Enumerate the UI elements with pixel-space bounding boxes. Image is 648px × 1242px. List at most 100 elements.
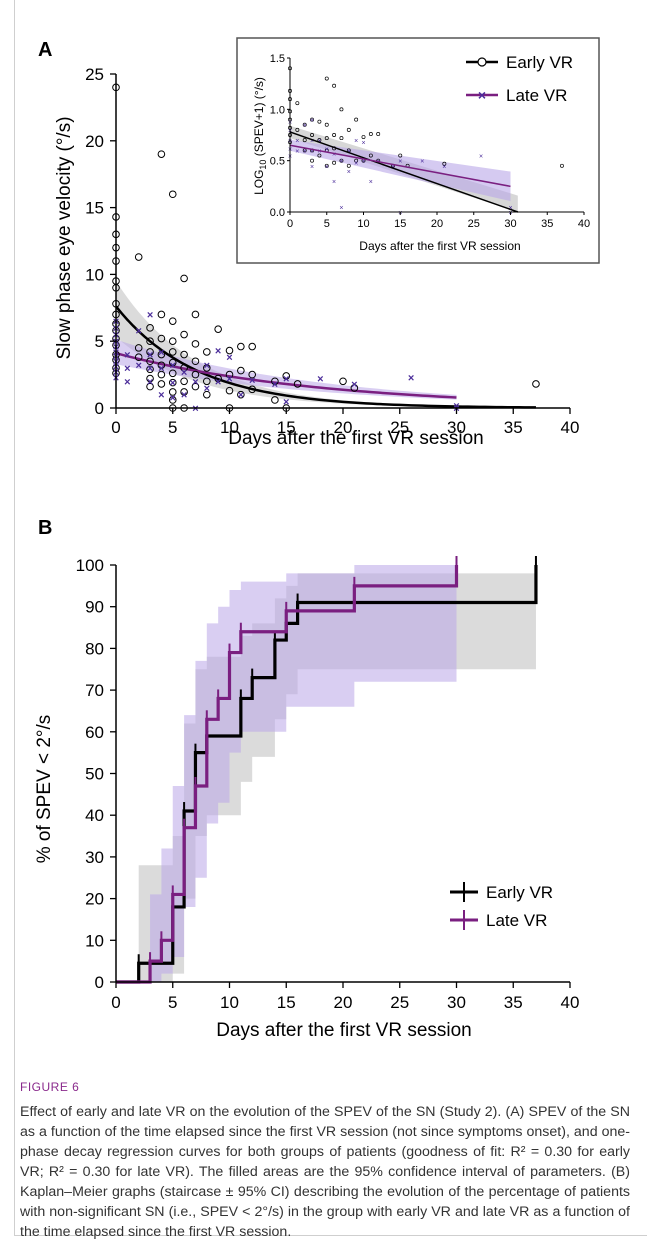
late-data-point: ×: [226, 374, 232, 386]
late-data-point: ×: [147, 309, 153, 321]
early-data-point: [191, 357, 200, 366]
inset-late-point: ×: [420, 159, 424, 166]
early-data-point: [225, 386, 234, 395]
inset-early-point: [442, 161, 447, 166]
panel-b-xlabel: Days after the first VR session: [216, 1020, 472, 1041]
late-data-point: ×: [135, 326, 141, 338]
late-data-point: ×: [204, 383, 210, 395]
panel-a-plot: ××××××××××××××××××××××××××××××××××××××××…: [85, 65, 579, 437]
inset-early-point: [560, 163, 564, 168]
early-data-point: [203, 364, 211, 372]
panel-a-y-tick-label: 20: [85, 132, 104, 151]
early-data-point: [237, 342, 245, 351]
panel-a-legend: Early VR × Late VR: [466, 53, 573, 105]
inset-early-point: [324, 136, 329, 141]
panel-a-y-tick-label: 25: [85, 65, 104, 84]
inset-late-point: ×: [295, 148, 299, 155]
inset-early-point: [339, 107, 344, 112]
inset-late-point: ×: [325, 146, 329, 153]
inset-early-point: [332, 83, 337, 88]
late-data-point: ×: [170, 392, 176, 404]
early-data-point: [157, 310, 166, 319]
legend-b-late-label: Late VR: [486, 911, 547, 930]
inset-early-point: [310, 133, 314, 137]
early-data-point: [157, 380, 166, 388]
early-data-point: [237, 366, 245, 375]
inset-early-point: [332, 133, 337, 137]
early-data-point: [339, 377, 347, 386]
early-data-point: [248, 385, 256, 394]
early-data-point: [146, 374, 154, 383]
panel-a-x-tick-label: 30: [447, 418, 466, 437]
early-data-point: [214, 374, 222, 383]
panel-b-y-tick-label: 90: [85, 598, 104, 617]
late-km-ci: [116, 565, 457, 982]
panel-b-y-tick-label: 30: [85, 848, 104, 867]
inset-late-point: ×: [354, 138, 358, 145]
inset-early-point: [317, 119, 322, 124]
early-data-point: [146, 357, 154, 366]
late-data-point: ×: [238, 390, 244, 402]
inset-y-tick-label: 1.5: [270, 53, 285, 65]
early-data-point: [134, 253, 143, 261]
early-data-point: [248, 342, 256, 351]
panel-b-y-tick-label: 100: [76, 556, 104, 575]
inset-late-point: ×: [508, 205, 512, 212]
early-data-point: [146, 324, 154, 332]
early-data-point: [146, 365, 154, 374]
panel-b-x-tick-label: 25: [390, 993, 409, 1012]
late-data-point: ×: [147, 363, 153, 375]
panel-a-letter: A: [38, 39, 52, 61]
late-data-point: ×: [192, 403, 198, 415]
figure-svg: A ××××××××××××××××××××××××××××××××××××××…: [34, 37, 600, 1041]
late-data-point: ×: [215, 346, 221, 358]
late-data-point: ×: [147, 376, 153, 388]
early-data-point: [168, 190, 177, 199]
inset-y-tick-label: 0.0: [270, 207, 285, 219]
panel-b-x-tick-label: 5: [168, 993, 177, 1012]
panel-b-x-tick-label: 20: [334, 993, 353, 1012]
early-data-point: [134, 344, 143, 352]
early-data-point: [180, 364, 188, 372]
inset-early-point: [302, 122, 307, 127]
early-data-point: [146, 337, 154, 346]
early-data-point: [168, 337, 177, 346]
inset-late-point: ×: [442, 164, 446, 171]
inset-early-point: [354, 117, 359, 122]
panel-a-x-tick-label: 15: [277, 418, 296, 437]
early-data-point: [180, 377, 188, 386]
legend-a-late-marker: ×: [478, 87, 486, 103]
figure-label: FIGURE 6: [20, 1080, 80, 1094]
inset-early-point: [302, 148, 307, 153]
late-data-point: ×: [158, 363, 164, 375]
inset-early-point: [361, 135, 366, 140]
inset-early-point: [302, 138, 307, 143]
late-data-point: ×: [147, 350, 153, 362]
late-data-point: ×: [204, 360, 210, 372]
early-data-point: [214, 325, 222, 333]
inset-late-point: ×: [339, 205, 343, 212]
late-data-point: ×: [170, 360, 176, 372]
panel-a-x-tick-label: 40: [561, 418, 580, 437]
late-data-point: ×: [317, 374, 323, 386]
inset-late-point: ×: [303, 123, 307, 130]
inset-late-point: ×: [361, 140, 365, 147]
legend-a-late-label: Late VR: [506, 86, 567, 105]
panel-b-y-tick-label: 0: [95, 973, 104, 992]
late-data-point: ×: [226, 352, 232, 364]
inset-early-point: [354, 158, 359, 163]
late-data-point: ×: [181, 367, 187, 379]
panel-a-x-tick-label: 35: [504, 418, 523, 437]
inset-early-point: [295, 101, 300, 106]
late-data-point: ×: [408, 372, 414, 384]
panel-b-y-tick-label: 70: [85, 681, 104, 700]
figure-caption: Effect of early and late VR on the evolu…: [20, 1104, 630, 1240]
panel-a-y-tick-label: 10: [85, 265, 104, 284]
early-data-point: [168, 317, 177, 325]
inset-x-tick-label: 20: [431, 218, 443, 230]
inset-late-point: ×: [369, 179, 373, 186]
early-data-point: [157, 334, 166, 343]
inset-early-point: [324, 76, 329, 81]
panel-b-x-tick-label: 35: [504, 993, 523, 1012]
late-data-point: ×: [192, 376, 198, 388]
